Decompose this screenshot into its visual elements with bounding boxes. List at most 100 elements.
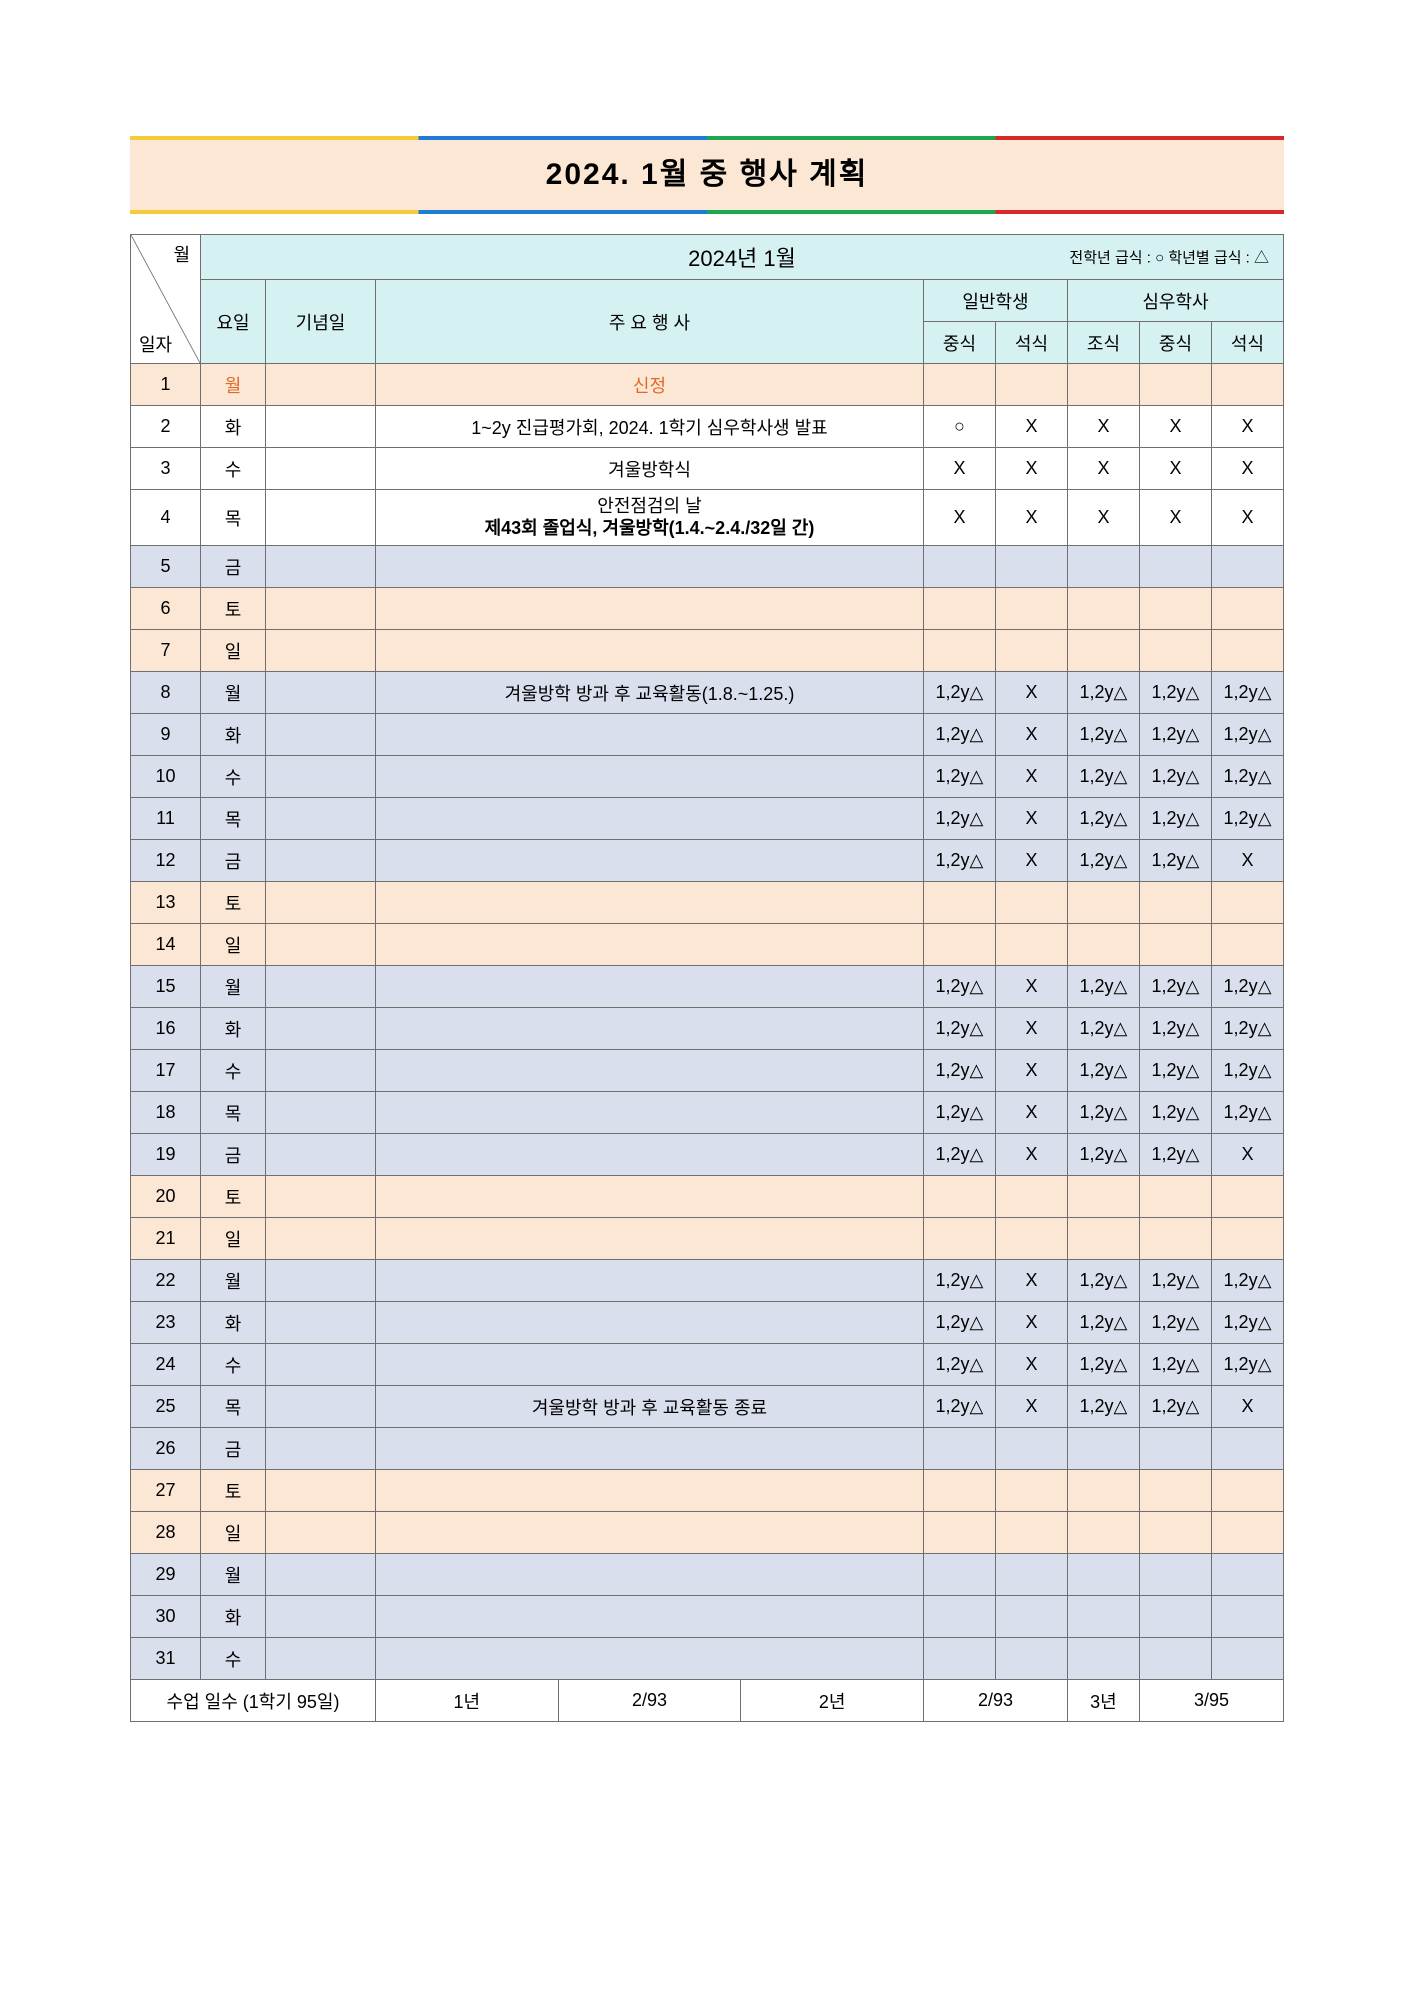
cell-anniversary <box>266 882 376 924</box>
cell-anniversary <box>266 546 376 588</box>
cell-date: 9 <box>131 714 201 756</box>
cell-meal: 1,2y△ <box>1211 798 1283 840</box>
cell-weekday: 월 <box>201 1554 266 1596</box>
cell-event <box>376 1428 924 1470</box>
cell-meal <box>1067 630 1139 672</box>
cell-date: 7 <box>131 630 201 672</box>
cell-meal: 1,2y△ <box>1067 1260 1139 1302</box>
cell-meal <box>1211 1218 1283 1260</box>
cell-meal: 1,2y△ <box>1139 1344 1211 1386</box>
cell-weekday: 화 <box>201 406 266 448</box>
table-row: 23화1,2y△X1,2y△1,2y△1,2y△ <box>131 1302 1284 1344</box>
cell-meal: X <box>1211 840 1283 882</box>
header-diagonal: 월 일자 <box>131 235 201 364</box>
table-row: 13토 <box>131 882 1284 924</box>
cell-meal <box>923 1512 995 1554</box>
cell-meal: 1,2y△ <box>1211 672 1283 714</box>
table-row: 11목1,2y△X1,2y△1,2y△1,2y△ <box>131 798 1284 840</box>
cell-weekday: 토 <box>201 588 266 630</box>
cell-meal: 1,2y△ <box>1139 714 1211 756</box>
cell-date: 27 <box>131 1470 201 1512</box>
cell-meal: ○ <box>923 406 995 448</box>
cell-meal: 1,2y△ <box>1139 1302 1211 1344</box>
table-row: 27토 <box>131 1470 1284 1512</box>
cell-event: 1~2y 진급평가회, 2024. 1학기 심우학사생 발표 <box>376 406 924 448</box>
cell-weekday: 토 <box>201 1176 266 1218</box>
cell-date: 5 <box>131 546 201 588</box>
cell-meal: 1,2y△ <box>923 1050 995 1092</box>
header-day: 요일 <box>201 280 266 364</box>
footer-label: 수업 일수 (1학기 95일) <box>131 1680 376 1722</box>
table-row: 15월1,2y△X1,2y△1,2y△1,2y△ <box>131 966 1284 1008</box>
cell-weekday: 수 <box>201 448 266 490</box>
header-general-student: 일반학생 <box>923 280 1067 322</box>
cell-meal <box>1211 1428 1283 1470</box>
cell-meal <box>1211 1596 1283 1638</box>
cell-meal <box>923 1176 995 1218</box>
cell-event <box>376 966 924 1008</box>
cell-date: 4 <box>131 490 201 546</box>
cell-anniversary <box>266 966 376 1008</box>
cell-anniversary <box>266 448 376 490</box>
cell-weekday: 화 <box>201 1008 266 1050</box>
cell-anniversary <box>266 672 376 714</box>
cell-date: 16 <box>131 1008 201 1050</box>
table-row: 5금 <box>131 546 1284 588</box>
cell-meal <box>923 546 995 588</box>
cell-event: 겨울방학 방과 후 교육활동 종료 <box>376 1386 924 1428</box>
header-month-label: 월 <box>173 241 190 267</box>
cell-meal <box>923 630 995 672</box>
cell-meal <box>1211 364 1283 406</box>
header-anniversary: 기념일 <box>266 280 376 364</box>
table-row: 2화1~2y 진급평가회, 2024. 1학기 심우학사생 발표○XXXX <box>131 406 1284 448</box>
cell-meal <box>1067 588 1139 630</box>
cell-anniversary <box>266 630 376 672</box>
cell-meal <box>923 1470 995 1512</box>
footer-y2-label: 2년 <box>741 1680 923 1721</box>
footer-y2-val: 2/93 <box>923 1680 1067 1722</box>
cell-meal <box>1211 1470 1283 1512</box>
cell-weekday: 목 <box>201 1092 266 1134</box>
cell-meal <box>923 364 995 406</box>
cell-meal <box>1211 546 1283 588</box>
cell-meal: X <box>995 672 1067 714</box>
cell-meal: 1,2y△ <box>1139 1260 1211 1302</box>
cell-meal <box>1067 882 1139 924</box>
cell-date: 29 <box>131 1554 201 1596</box>
table-row: 31수 <box>131 1638 1284 1680</box>
cell-anniversary <box>266 840 376 882</box>
cell-anniversary <box>266 490 376 546</box>
cell-meal: 1,2y△ <box>923 1302 995 1344</box>
cell-anniversary <box>266 1596 376 1638</box>
cell-meal <box>923 1596 995 1638</box>
footer-y3-label: 3년 <box>1067 1680 1139 1722</box>
table-row: 17수1,2y△X1,2y△1,2y△1,2y△ <box>131 1050 1284 1092</box>
footer-y3-val: 3/95 <box>1139 1680 1283 1722</box>
cell-meal <box>1139 1218 1211 1260</box>
cell-anniversary <box>266 1302 376 1344</box>
table-row: 6토 <box>131 588 1284 630</box>
cell-meal: X <box>1139 406 1211 448</box>
cell-meal <box>995 924 1067 966</box>
cell-date: 6 <box>131 588 201 630</box>
cell-weekday: 금 <box>201 840 266 882</box>
cell-anniversary <box>266 1470 376 1512</box>
cell-meal: 1,2y△ <box>1067 1302 1139 1344</box>
cell-meal: 1,2y△ <box>1067 672 1139 714</box>
cell-meal: 1,2y△ <box>1067 798 1139 840</box>
cell-date: 3 <box>131 448 201 490</box>
cell-meal: 1,2y△ <box>1139 672 1211 714</box>
cell-meal <box>1067 1176 1139 1218</box>
header-month: 2024년 1월 전학년 급식 : ○ 학년별 급식 : △ <box>201 235 1284 280</box>
cell-meal: 1,2y△ <box>1211 714 1283 756</box>
table-row: 22월1,2y△X1,2y△1,2y△1,2y△ <box>131 1260 1284 1302</box>
cell-weekday: 화 <box>201 1596 266 1638</box>
cell-weekday: 수 <box>201 1344 266 1386</box>
cell-event <box>376 1470 924 1512</box>
cell-meal <box>995 364 1067 406</box>
cell-meal: 1,2y△ <box>1067 1092 1139 1134</box>
footer-y1-label: 1년 <box>376 1680 559 1721</box>
cell-date: 20 <box>131 1176 201 1218</box>
cell-anniversary <box>266 1512 376 1554</box>
cell-meal: 1,2y△ <box>1067 1008 1139 1050</box>
